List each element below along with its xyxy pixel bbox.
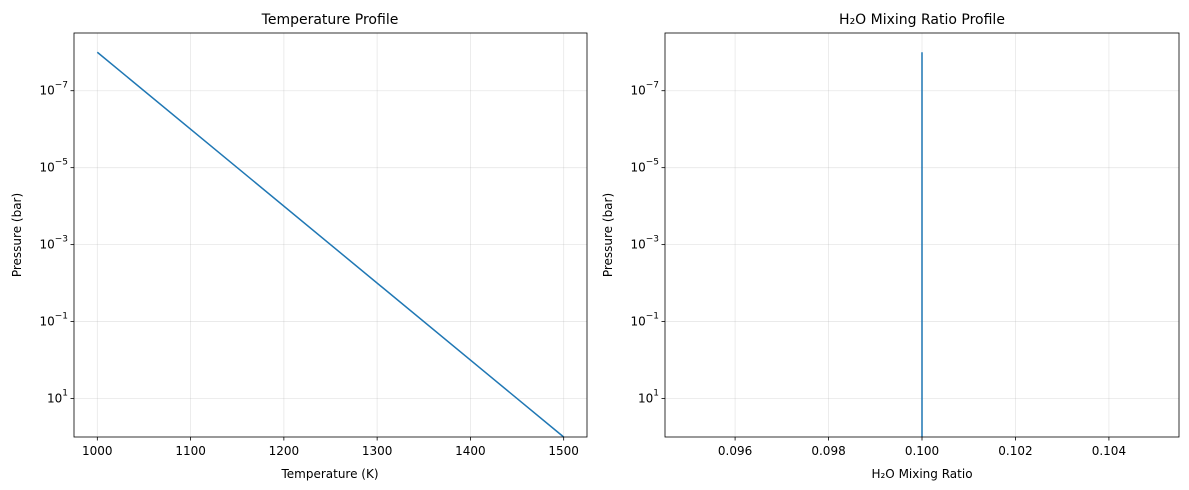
y-tick-exponent: 1 [653, 389, 659, 399]
y-tick-label: 101 [47, 389, 68, 406]
y-tick-base: 10 [630, 238, 645, 252]
y-tick-base: 10 [39, 84, 54, 98]
y-tick-base: 10 [638, 392, 653, 406]
x-tick-label: 0.102 [998, 444, 1032, 458]
x-tick-label: 1200 [269, 444, 300, 458]
y-tick-exponent: −7 [646, 81, 659, 91]
x-tick-label: 1000 [82, 444, 113, 458]
y-tick-exponent: −1 [55, 312, 68, 322]
x-axis-ticks: 1000 1100 1200 1300 1400 1500 [82, 437, 579, 458]
temperature-profile-panel: Temperature Profile 1000 1100 1200 1300 1400… [10, 12, 588, 481]
y-tick-label: 10−5 [630, 158, 659, 175]
y-axis-label: Pressure (bar) [601, 193, 615, 277]
y-tick-label: 101 [638, 389, 659, 406]
plot-frame [73, 32, 588, 438]
chart-title: Temperature Profile [261, 12, 399, 28]
y-tick-exponent: −5 [646, 158, 659, 168]
x-tick-label: 1100 [175, 444, 206, 458]
x-tick-label: 1400 [455, 444, 486, 458]
x-tick-label: 0.100 [905, 444, 939, 458]
x-tick-label: 0.096 [718, 444, 752, 458]
y-tick-base: 10 [630, 161, 645, 175]
y-tick-label: 10−1 [39, 312, 68, 329]
x-tick-label: 0.098 [811, 444, 845, 458]
y-tick-base: 10 [630, 315, 645, 329]
y-tick-base: 10 [39, 315, 54, 329]
x-axis-label: Temperature (K) [280, 467, 378, 481]
y-tick-exponent: −7 [55, 81, 68, 91]
y-tick-label: 10−7 [630, 81, 659, 98]
x-tick-label: 0.104 [1092, 444, 1126, 458]
y-tick-label: 10−1 [630, 312, 659, 329]
x-tick-label: 1300 [362, 444, 393, 458]
h2o-mixing-ratio-panel: H₂O Mixing Ratio Profile 0.096 0.098 0.100… [601, 12, 1180, 481]
x-tick-label: 1500 [548, 444, 579, 458]
x-axis-label: H₂O Mixing Ratio [871, 467, 972, 481]
chart-title: H₂O Mixing Ratio Profile [839, 12, 1005, 28]
x-axis-ticks: 0.096 0.098 0.100 0.102 0.104 [718, 437, 1126, 458]
y-tick-base: 10 [39, 238, 54, 252]
y-tick-base: 10 [630, 84, 645, 98]
y-tick-exponent: −3 [55, 235, 68, 245]
series-layer [96, 51, 565, 438]
y-tick-base: 10 [39, 161, 54, 175]
y-tick-exponent: 1 [62, 389, 68, 399]
y-axis-label: Pressure (bar) [10, 193, 24, 277]
y-tick-exponent: −5 [55, 158, 68, 168]
series-line [96, 51, 565, 438]
y-tick-label: 10−5 [39, 158, 68, 175]
y-tick-base: 10 [47, 392, 62, 406]
y-tick-label: 10−7 [39, 81, 68, 98]
y-tick-exponent: −1 [646, 312, 659, 322]
y-tick-exponent: −3 [646, 235, 659, 245]
y-tick-label: 10−3 [39, 235, 68, 252]
y-tick-label: 10−3 [630, 235, 659, 252]
